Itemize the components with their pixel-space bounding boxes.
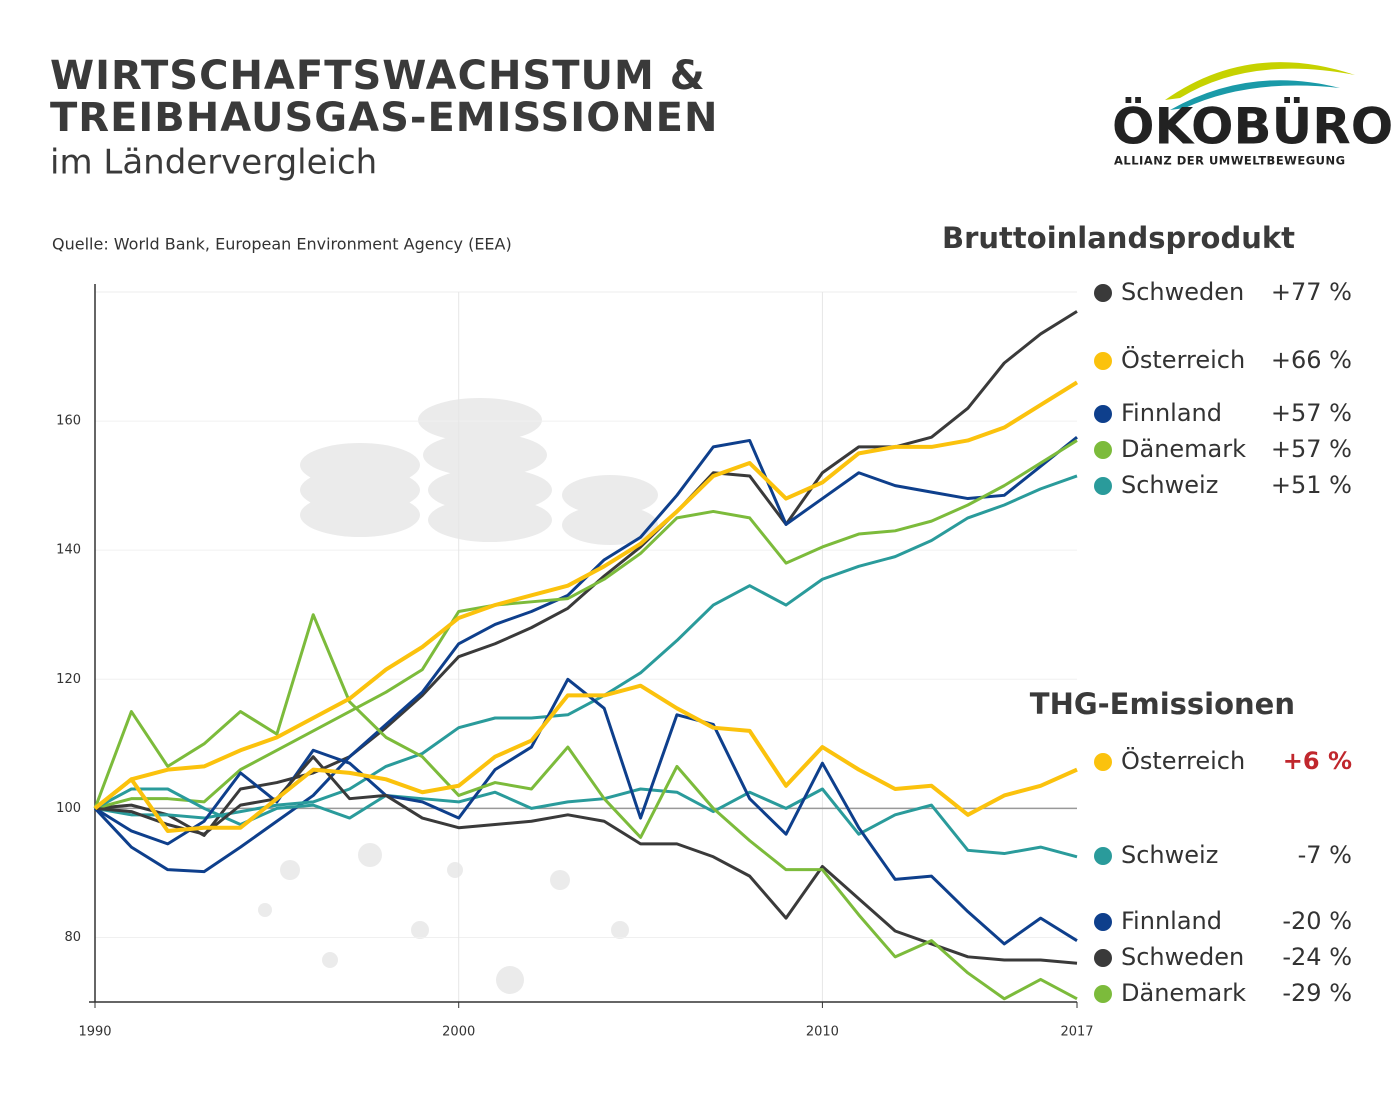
coin-decoration <box>258 398 658 994</box>
legend-marker <box>1094 405 1112 423</box>
legend-group-title: Bruttoinlandsprodukt <box>942 221 1295 255</box>
legend-label: Schweiz <box>1121 471 1218 499</box>
legend-label: Finnland <box>1121 399 1222 427</box>
legend-label: Dänemark <box>1121 435 1246 463</box>
legend-marker <box>1094 753 1112 771</box>
y-tick-label: 80 <box>64 930 81 945</box>
legend-marker <box>1094 949 1112 967</box>
legend-group-title: THG-Emissionen <box>1030 687 1295 721</box>
legend-label: Österreich <box>1121 746 1245 775</box>
legend-label: Dänemark <box>1121 979 1246 1007</box>
y-tick-label: 100 <box>56 801 81 816</box>
source: Quelle: World Bank, European Environment… <box>52 235 512 254</box>
legend-change: -7 % <box>1298 841 1352 869</box>
legend-marker <box>1094 913 1112 931</box>
data-line <box>94 755 1078 965</box>
logo-swoosh <box>1165 62 1355 100</box>
legend-label: Österreich <box>1121 345 1245 374</box>
data-line <box>93 380 1079 810</box>
logo-swoosh <box>1170 80 1340 110</box>
legend-marker <box>1094 477 1112 495</box>
data-line <box>94 439 1078 810</box>
data-line <box>93 683 1078 833</box>
legend-change: +51 % <box>1271 471 1352 499</box>
legend-marker <box>1094 847 1112 865</box>
legend-label: Schweden <box>1121 278 1244 306</box>
logo-tagline: ALLIANZ DER UMWELTBEWEGUNG <box>1114 154 1346 168</box>
data-line <box>93 613 1078 1001</box>
x-tick-label: 2000 <box>442 1025 475 1040</box>
legend-change: -29 % <box>1282 979 1352 1007</box>
legend-marker <box>1094 284 1112 302</box>
legend-label: Finnland <box>1121 907 1222 935</box>
x-tick-label: 1990 <box>78 1025 111 1040</box>
subtitle: im Ländervergleich <box>50 143 377 183</box>
legend-change: +57 % <box>1271 399 1352 427</box>
y-tick-label: 120 <box>56 672 81 687</box>
data-line <box>94 310 1078 837</box>
logo: ÖKOBÜRO ALLIANZ DER UMWELTBEWEGUNG <box>1112 62 1393 168</box>
legend-marker <box>1094 352 1112 370</box>
legend-marker <box>1094 985 1112 1003</box>
y-tick-label: 140 <box>56 543 81 558</box>
y-tick-label: 160 <box>56 414 81 429</box>
legend-change: -24 % <box>1282 943 1352 971</box>
legend-label: Schweden <box>1121 943 1244 971</box>
legend-change: +6 % <box>1283 747 1352 775</box>
x-tick-label: 2010 <box>806 1025 839 1040</box>
logo-name: ÖKOBÜRO <box>1112 97 1393 156</box>
legend-change: -20 % <box>1282 907 1352 935</box>
x-tick-label: 2017 <box>1060 1025 1093 1040</box>
title-line: TREIBHAUSGAS-EMISSIONEN <box>50 95 718 141</box>
legend-change: +57 % <box>1271 435 1352 463</box>
legend-change: +66 % <box>1271 346 1352 374</box>
legend-change: +77 % <box>1271 278 1352 306</box>
title-line: WIRTSCHAFTSWACHSTUM & <box>50 53 706 99</box>
data-line <box>94 474 1078 820</box>
legend-marker <box>1094 441 1112 459</box>
legend-label: Schweiz <box>1121 841 1218 869</box>
data-line <box>94 787 1078 859</box>
